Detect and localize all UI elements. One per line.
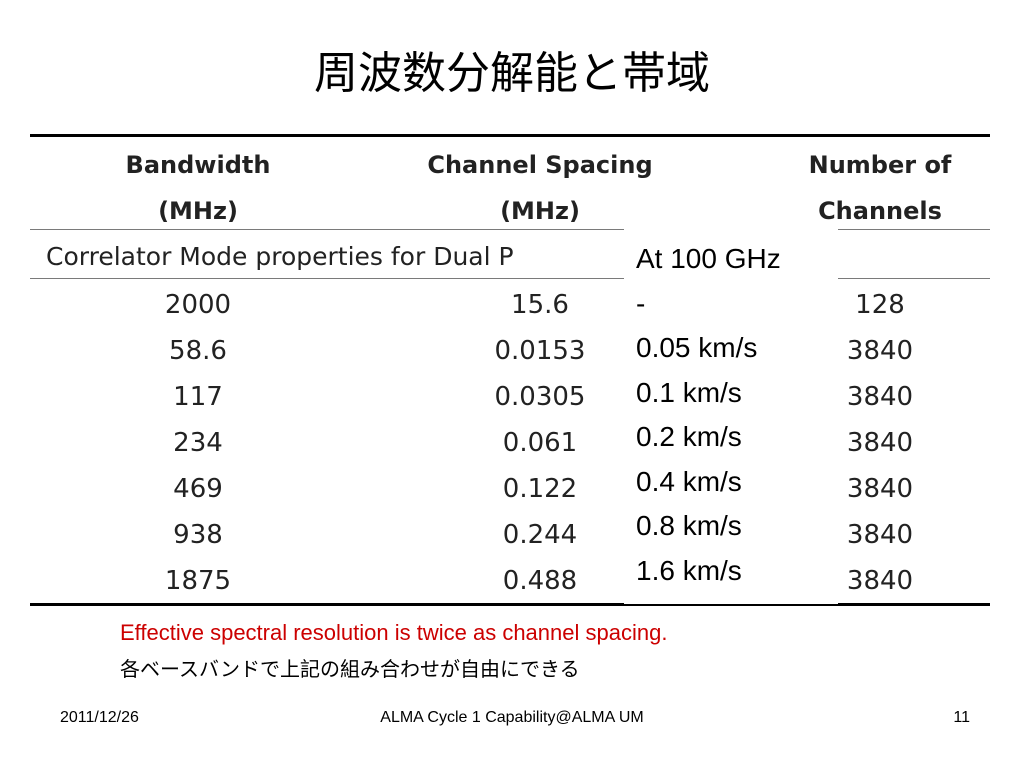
footer-center-text: ALMA Cycle 1 Capability@ALMA UM <box>380 709 644 726</box>
overlay-line: 0.05 km/s <box>636 332 758 363</box>
cell-spacing: 0.0153 <box>494 336 586 366</box>
cell-spacing: 0.0305 <box>494 382 586 412</box>
banner-underline <box>30 278 990 279</box>
cell-spacing: 15.6 <box>511 290 569 320</box>
cell-bandwidth: 117 <box>173 382 223 412</box>
table-top-rule <box>30 134 990 137</box>
footer-page-number: 11 <box>953 709 970 726</box>
overlay-line: 1.6 km/s <box>636 554 742 586</box>
cell-channels: 128 <box>855 290 905 320</box>
header-underline-left <box>30 229 990 230</box>
cell-spacing: 0.244 <box>502 520 578 550</box>
table-bottom-rule <box>30 603 990 606</box>
cell-bandwidth: 58.6 <box>169 336 227 366</box>
header-number-of-channels: Number of Channels <box>808 151 952 225</box>
overlay-line: 0.4 km/s <box>636 465 742 497</box>
cell-channels: 3840 <box>846 428 914 458</box>
cell-spacing: 0.488 <box>502 566 578 596</box>
overlay-line: 0.1 km/s <box>636 376 742 408</box>
overlay-line: - <box>636 287 646 319</box>
cell-bandwidth: 938 <box>173 520 223 550</box>
cell-bandwidth: 234 <box>173 428 223 458</box>
velocity-resolution-box: At 100 GHz - 0.05 km/s 0.1 km/s 0.2 km/s… <box>624 229 838 604</box>
cell-channels: 3840 <box>846 382 914 412</box>
cell-spacing: 0.122 <box>502 474 578 504</box>
cell-channels: 3840 <box>846 336 914 366</box>
footer-date: 2011/12/26 <box>60 709 139 726</box>
cell-spacing: 0.061 <box>502 428 578 458</box>
slide-title: 周波数分解能と帯域 <box>314 48 710 99</box>
cell-channels: 3840 <box>846 520 914 550</box>
note-english: Effective spectral resolution is twice a… <box>120 620 668 645</box>
cell-bandwidth: 1875 <box>164 566 232 596</box>
header-bandwidth: Bandwidth (MHz) <box>125 151 271 225</box>
cell-bandwidth: 2000 <box>164 290 232 320</box>
correlator-table-image: Bandwidth (MHz) Channel Spacing (MHz) Nu… <box>30 134 990 606</box>
overlay-line: 0.8 km/s <box>636 510 742 541</box>
cell-channels: 3840 <box>846 474 914 504</box>
cell-bandwidth: 469 <box>173 474 223 504</box>
overlay-line: At 100 GHz <box>636 243 781 274</box>
table-banner: Correlator Mode properties for Dual P <box>46 242 514 271</box>
overlay-line: 0.2 km/s <box>636 421 742 452</box>
note-japanese: 各ベースバンドで上記の組み合わせが自由にできる <box>120 657 580 681</box>
cell-channels: 3840 <box>846 566 914 596</box>
header-channel-spacing: Channel Spacing (MHz) <box>427 151 653 225</box>
